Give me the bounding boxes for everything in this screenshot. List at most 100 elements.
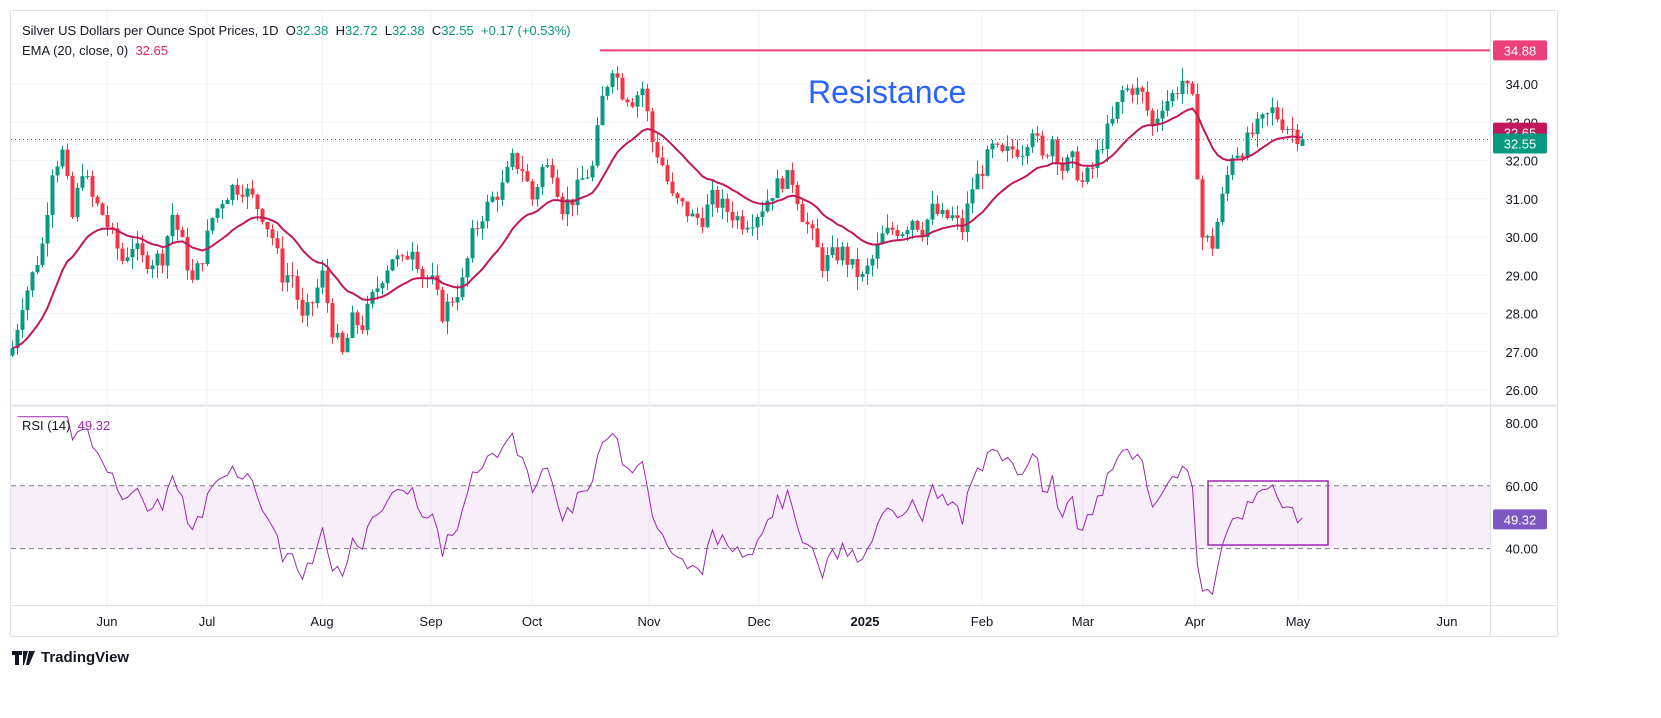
candle-body	[130, 249, 135, 258]
candle-body	[1160, 110, 1165, 119]
candle-body	[125, 257, 130, 261]
candle-body	[140, 243, 145, 256]
candle-body	[850, 258, 855, 265]
candle-body	[865, 265, 870, 275]
candle-body	[190, 270, 195, 280]
rsi-tick-label: 40.00	[1505, 542, 1538, 557]
candle-body	[805, 221, 810, 225]
candle-body	[170, 214, 175, 237]
candle-body	[555, 177, 560, 197]
rsi-legend[interactable]: RSI (14) 49.32	[22, 418, 110, 433]
candle-body	[365, 303, 370, 331]
candle-body	[625, 99, 630, 103]
candle-body	[875, 243, 880, 259]
candle-body	[595, 125, 600, 166]
x-tick-label: Dec	[747, 614, 771, 629]
candle-body	[90, 176, 95, 197]
candle-body	[1265, 113, 1270, 115]
candle-body	[755, 216, 760, 228]
candle-body	[75, 187, 80, 217]
candle-body	[1255, 118, 1260, 135]
candle-body	[1115, 102, 1120, 119]
candle-body	[440, 289, 445, 322]
candle-body	[400, 255, 405, 257]
candle-body	[395, 255, 400, 260]
candle-body	[1070, 151, 1075, 158]
candle-body	[735, 216, 740, 221]
candle-body	[1135, 87, 1140, 95]
candle-body	[1010, 146, 1015, 150]
candle-body	[510, 153, 515, 167]
symbol-title: Silver US Dollars per Ounce Spot Prices,…	[22, 23, 279, 38]
candle-body	[820, 247, 825, 271]
ema-value: 32.65	[135, 43, 168, 58]
candle-body	[165, 236, 170, 266]
candle-body	[1200, 179, 1205, 238]
x-tick-label: Jun	[1437, 614, 1458, 629]
tradingview-logo[interactable]: TradingView	[12, 649, 129, 666]
candle-body	[1175, 93, 1180, 95]
candle-body	[1095, 149, 1100, 168]
price-tick-label: 26.00	[1505, 383, 1538, 398]
candle-body	[650, 111, 655, 143]
candle-body	[330, 303, 335, 338]
candle-body	[470, 228, 475, 259]
x-tick-label: Mar	[1072, 614, 1095, 629]
candle-body	[265, 222, 270, 230]
candle-body	[1185, 80, 1190, 84]
candle-body	[725, 198, 730, 212]
candle-body	[120, 248, 125, 261]
candle-body	[700, 217, 705, 228]
candle-body	[910, 220, 915, 230]
candle-body	[940, 210, 945, 215]
close-value: 32.55	[441, 23, 474, 38]
x-tick-label: Apr	[1185, 614, 1206, 629]
candle-body	[80, 176, 85, 188]
candle-body	[475, 228, 480, 230]
candle-body	[115, 228, 120, 249]
resistance-price-tag: 34.88	[1504, 43, 1537, 58]
candle-body	[60, 149, 65, 167]
candle-body	[855, 258, 860, 277]
candle-body	[730, 211, 735, 221]
candle-body	[590, 165, 595, 178]
x-tick-label: Nov	[637, 614, 661, 629]
candle-body	[415, 251, 420, 269]
symbol-legend: Silver US Dollars per Ounce Spot Prices,…	[22, 23, 571, 38]
candle-body	[455, 297, 460, 303]
candle-body	[965, 203, 970, 233]
candle-body	[245, 188, 250, 197]
candle-body	[535, 187, 540, 200]
candle-body	[1235, 155, 1240, 158]
candle-body	[335, 332, 340, 338]
ema-legend[interactable]: EMA (20, close, 0) 32.65	[22, 43, 168, 58]
candles	[10, 66, 1305, 358]
candle-body	[360, 325, 365, 331]
open-label: O	[285, 23, 296, 38]
candle-body	[500, 182, 505, 200]
candle-body	[575, 179, 580, 206]
ema-line	[12, 107, 1303, 350]
candle-body	[770, 198, 775, 201]
rsi-label: RSI (14)	[22, 418, 71, 433]
candle-body	[1025, 147, 1030, 157]
candle-body	[40, 243, 45, 266]
candle-body	[640, 88, 645, 96]
candle-body	[290, 275, 295, 277]
candle-body	[25, 290, 30, 311]
candle-body	[525, 171, 530, 182]
price-tick-label: 28.00	[1505, 307, 1538, 322]
chart-frame	[10, 10, 1558, 637]
candle-body	[1005, 146, 1010, 151]
candle-body	[205, 230, 210, 265]
candle-body	[300, 299, 305, 316]
candle-body	[160, 253, 165, 266]
candle-body	[1120, 90, 1125, 103]
candle-body	[55, 166, 60, 176]
candle-body	[550, 165, 555, 178]
candle-body	[1245, 132, 1250, 159]
candle-body	[1290, 128, 1295, 130]
candle-body	[1285, 128, 1290, 130]
candle-body	[435, 275, 440, 290]
